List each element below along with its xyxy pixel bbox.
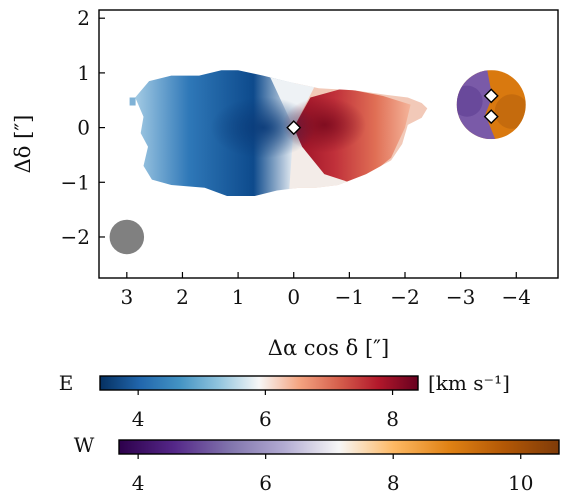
x-tick-label: −4 <box>502 285 531 309</box>
colorbar-E-tick-label: 6 <box>259 407 272 431</box>
colorbar-W-tick-label: 6 <box>259 471 272 492</box>
source-E-red-core <box>282 97 367 153</box>
source-W-marker-1 <box>483 88 499 104</box>
source-W-dark-purple <box>456 85 483 117</box>
colorbar-W: W 4 6 8 10 <box>74 433 560 492</box>
colorbar-E-tick-label: 8 <box>386 407 399 431</box>
source-W-velocity-field <box>456 70 526 140</box>
axes: 3 2 1 0 −1 −2 −3 −4 2 1 0 −1 −2 Δα cos δ [″] Δδ [″] <box>11 6 559 360</box>
x-tick-label: 1 <box>232 285 245 309</box>
y-tick-label: −1 <box>61 170 90 194</box>
source-E-blob <box>129 97 136 106</box>
colorbar-W-bar <box>118 439 560 455</box>
source-E-marker <box>286 120 302 136</box>
x-tick-label: 2 <box>176 285 189 309</box>
y-tick-label: 2 <box>77 6 90 30</box>
colorbar-W-tick-label: 4 <box>132 471 145 492</box>
colorbar-E-tick-label: 4 <box>132 407 145 431</box>
plot-area <box>109 70 526 255</box>
colorbars: E [km s⁻¹] 4 6 8 W 4 6 8 10 <box>59 371 560 492</box>
x-tick-label: −3 <box>446 285 475 309</box>
y-axis-label: Δδ [″] <box>11 115 35 174</box>
y-tick-label: −2 <box>61 225 90 249</box>
x-tick-label: 3 <box>120 285 133 309</box>
source-W-dark-orange <box>494 94 526 129</box>
colorbar-E: E [km s⁻¹] 4 6 8 <box>59 371 510 431</box>
colorbar-E-name: E <box>59 371 74 395</box>
colorbar-W-tick-label: 8 <box>387 471 400 492</box>
x-tick-label: 0 <box>287 285 300 309</box>
x-tick-label: −2 <box>390 285 419 309</box>
colorbar-E-bar <box>99 375 419 391</box>
colorbar-W-tick-label: 10 <box>508 471 533 492</box>
x-axis-label: Δα cos δ [″] <box>268 336 389 360</box>
colorbar-E-unit: [km s⁻¹] <box>428 371 510 395</box>
beam-ellipse <box>109 219 145 255</box>
colorbar-W-name: W <box>74 433 95 457</box>
y-tick-label: 0 <box>77 116 90 140</box>
y-tick-label: 1 <box>77 61 90 85</box>
x-tick-label: −1 <box>335 285 364 309</box>
source-E-velocity-field <box>135 70 428 196</box>
source-W-marker-2 <box>483 109 499 125</box>
plot-frame <box>98 9 559 279</box>
